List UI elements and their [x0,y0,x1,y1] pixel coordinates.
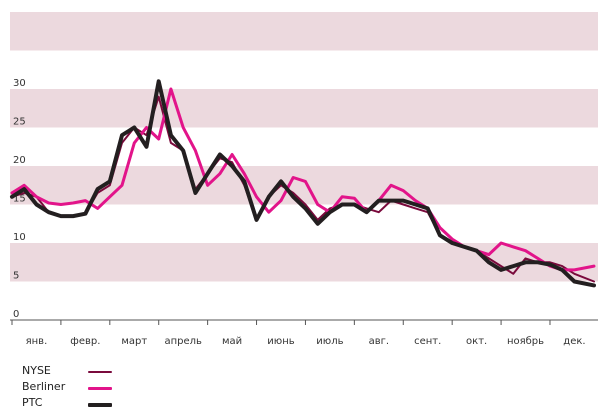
grid-band-3 [10,12,598,51]
y-tick-label: 0 [13,309,19,320]
y-tick-label: 30 [13,78,26,89]
legend-swatch [88,403,112,407]
legend-label: PTC [22,396,42,410]
legend-label: NYSE [22,364,51,378]
legend: NYSE Berliner PTC [22,364,142,412]
y-tick-label: 25 [13,117,26,128]
legend-swatch [88,387,112,390]
x-tick-label: янв. [26,336,48,347]
x-tick-label: июль [316,336,343,347]
grid-band-0 [10,243,598,282]
grid-band-1 [10,166,598,205]
x-tick-label: апрель [164,336,202,347]
y-tick-label: 5 [13,271,19,282]
grid-bands [10,12,598,282]
x-tick-label: февр. [70,336,100,347]
x-tick-label: дек. [563,336,585,347]
x-tick-label: ноябрь [507,336,544,347]
legend-item: NYSE [22,364,142,380]
legend-swatch [88,371,112,373]
x-axis: янв. февр. март апрель май июнь июль авг. сент. о… [10,320,598,347]
y-tick-label: 20 [13,155,26,166]
x-tick-label: май [222,336,242,347]
x-tick-label: окт. [466,336,487,347]
x-tick-label: июнь [267,336,294,347]
x-tick-label: сент. [414,336,441,347]
legend-item: PTC [22,396,142,412]
legend-label: Berliner [22,380,65,394]
grid-band-2 [10,89,598,128]
y-tick-label: 10 [13,232,26,243]
x-tick-label: март [121,336,147,347]
legend-item: Berliner [22,380,142,396]
x-tick-label: авг. [369,336,389,347]
